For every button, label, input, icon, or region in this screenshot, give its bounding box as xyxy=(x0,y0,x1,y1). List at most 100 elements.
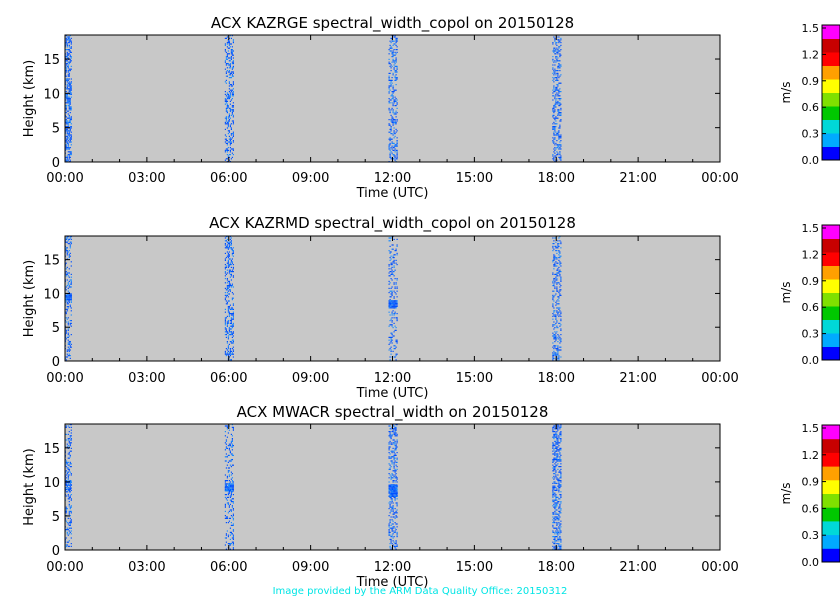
data-point xyxy=(68,355,70,357)
data-point xyxy=(226,447,228,449)
data-point xyxy=(390,151,392,153)
data-point xyxy=(66,461,68,463)
data-point xyxy=(231,487,233,489)
data-point xyxy=(391,463,393,465)
data-point xyxy=(395,495,397,497)
data-point xyxy=(396,493,398,495)
data-point xyxy=(554,237,556,239)
data-point xyxy=(70,520,72,522)
data-point xyxy=(552,72,554,74)
data-point xyxy=(557,353,559,355)
data-point xyxy=(65,332,67,334)
data-point xyxy=(66,56,68,58)
data-point xyxy=(391,117,393,119)
data-point xyxy=(231,318,233,320)
data-point xyxy=(558,517,560,519)
data-point xyxy=(67,336,69,338)
data-point xyxy=(224,247,226,249)
data-point xyxy=(389,503,391,505)
data-point xyxy=(230,58,232,60)
data-point xyxy=(396,424,398,426)
data-point xyxy=(70,346,72,348)
data-point xyxy=(396,112,398,114)
data-point xyxy=(228,480,230,482)
data-point xyxy=(224,61,226,63)
data-point xyxy=(390,271,392,273)
data-point xyxy=(229,95,231,97)
data-point xyxy=(70,57,72,59)
data-point xyxy=(555,355,557,357)
data-point xyxy=(556,310,558,312)
data-point xyxy=(394,431,396,433)
data-point xyxy=(228,300,230,302)
data-point xyxy=(389,356,391,358)
data-point xyxy=(65,43,67,45)
data-point xyxy=(557,262,559,264)
data-point xyxy=(65,483,67,485)
data-point xyxy=(68,158,70,160)
data-point xyxy=(555,335,557,337)
data-point xyxy=(229,325,231,327)
data-point xyxy=(558,303,560,305)
data-point xyxy=(66,252,68,254)
data-point xyxy=(558,42,560,44)
data-point xyxy=(393,145,395,147)
data-point xyxy=(67,545,69,547)
data-point xyxy=(390,70,392,72)
data-point xyxy=(232,515,234,517)
data-point xyxy=(396,119,398,121)
x-tick-label: 00:00 xyxy=(46,371,83,386)
data-point xyxy=(395,100,397,102)
data-point xyxy=(70,466,72,468)
data-point xyxy=(391,313,393,315)
data-point xyxy=(69,47,71,49)
data-point xyxy=(392,493,394,495)
data-point xyxy=(559,103,561,105)
data-point xyxy=(229,304,231,306)
data-point xyxy=(66,96,68,98)
data-point xyxy=(394,65,396,67)
data-point xyxy=(232,54,234,56)
data-point xyxy=(390,336,392,338)
data-point xyxy=(389,271,391,273)
data-point xyxy=(67,79,69,81)
data-point xyxy=(393,433,395,435)
data-point xyxy=(558,436,560,438)
data-point xyxy=(70,126,72,128)
data-point xyxy=(557,282,559,284)
data-point xyxy=(68,453,70,455)
data-point xyxy=(556,98,558,100)
data-point xyxy=(393,238,395,240)
data-point xyxy=(65,311,67,313)
data-point xyxy=(560,475,562,477)
data-point xyxy=(552,110,554,112)
colorbar-segment xyxy=(822,507,840,522)
data-point xyxy=(395,475,397,477)
data-point xyxy=(67,121,69,123)
data-point xyxy=(554,334,556,336)
data-point xyxy=(69,466,71,468)
data-point xyxy=(225,440,227,442)
data-point xyxy=(68,481,70,484)
data-point xyxy=(553,142,555,144)
data-point xyxy=(560,98,562,100)
data-point xyxy=(395,71,397,73)
data-point xyxy=(557,496,559,498)
data-point xyxy=(557,533,559,535)
colorbar-segment xyxy=(822,319,840,334)
data-point xyxy=(395,540,397,542)
data-point xyxy=(225,109,227,111)
data-point xyxy=(67,113,69,115)
data-point xyxy=(559,530,561,532)
data-point xyxy=(388,237,390,239)
data-point xyxy=(66,336,68,338)
data-point xyxy=(392,456,394,458)
data-point xyxy=(389,252,391,254)
data-point xyxy=(231,248,233,250)
data-point xyxy=(224,517,226,519)
data-point xyxy=(395,435,397,437)
data-point xyxy=(391,305,393,307)
data-point xyxy=(396,245,398,247)
data-point xyxy=(552,109,554,111)
data-point xyxy=(393,283,395,285)
